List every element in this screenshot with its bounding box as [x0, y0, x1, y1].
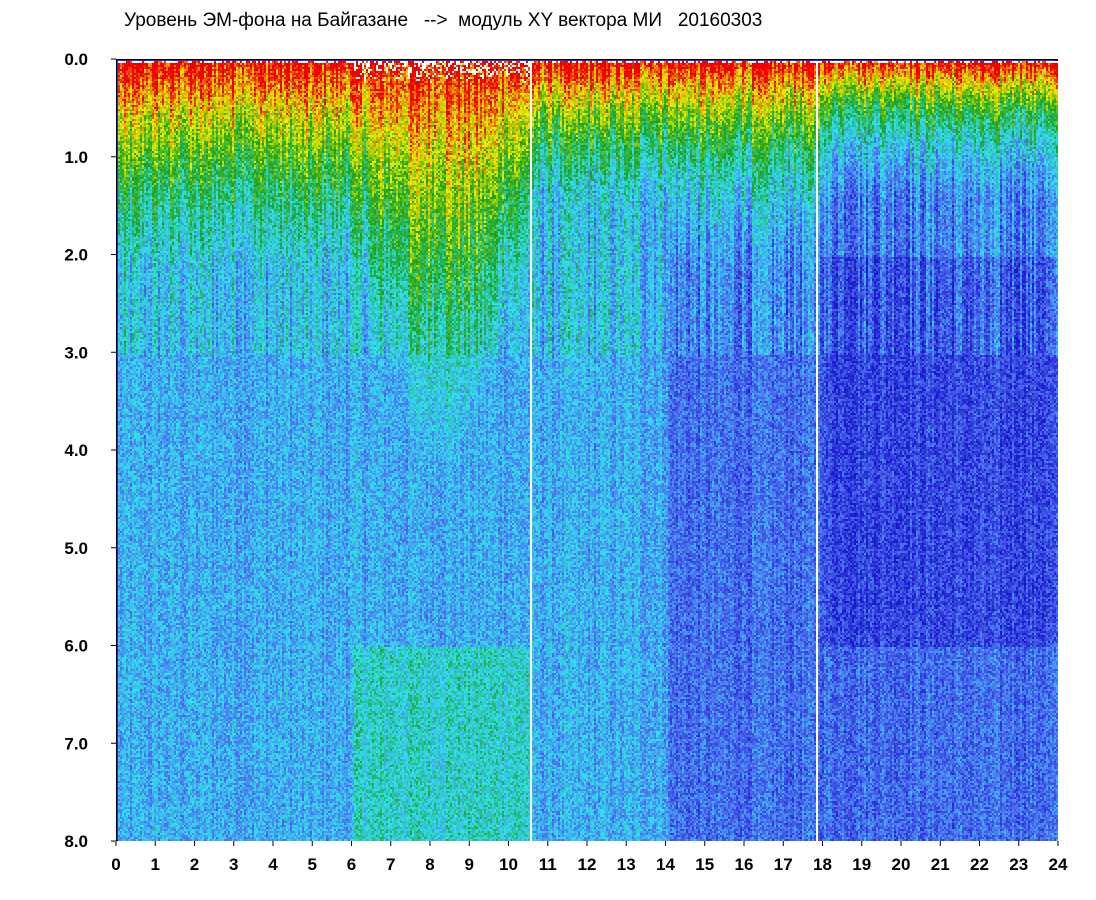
x-tick-label: 22 [970, 855, 989, 874]
x-tick-label: 2 [190, 855, 199, 874]
x-tick-label: 13 [617, 855, 636, 874]
y-tick-label: 0.0 [64, 50, 88, 69]
x-tick-label: 15 [695, 855, 714, 874]
x-tick-label: 5 [308, 855, 317, 874]
x-tick-label: 14 [656, 855, 675, 874]
x-tick-label: 16 [735, 855, 754, 874]
x-tick-label: 8 [425, 855, 434, 874]
x-tick-label: 21 [931, 855, 950, 874]
chart-title: Уровень ЭМ-фона на Байгазане --> модуль … [124, 10, 763, 31]
y-tick-label: 4.0 [64, 441, 88, 460]
x-tick-label: 24 [1049, 855, 1068, 874]
plot-area [116, 59, 1058, 841]
y-tick-label: 8.0 [64, 832, 88, 851]
x-tick-label: 23 [1009, 855, 1028, 874]
y-tick-label: 3.0 [64, 343, 88, 362]
y-tick-label: 1.0 [64, 148, 88, 167]
y-axis: 0.0 1.0 2.0 3.0 4.0 5.0 6.0 7.0 8.0 [64, 50, 116, 851]
x-tick-label: 6 [347, 855, 356, 874]
y-tick-label: 2.0 [64, 246, 88, 265]
x-tick-label: 0 [111, 855, 120, 874]
x-tick-label: 4 [268, 855, 278, 874]
x-tick-label: 9 [465, 855, 474, 874]
y-tick-label: 7.0 [64, 734, 88, 753]
y-tick-label: 5.0 [64, 539, 88, 558]
x-tick-label: 18 [813, 855, 832, 874]
x-tick-label: 10 [499, 855, 518, 874]
x-tick-label: 17 [774, 855, 793, 874]
x-tick-label: 19 [852, 855, 871, 874]
x-tick-label: 12 [578, 855, 597, 874]
heatmap-canvas [118, 61, 1058, 841]
x-tick-label: 7 [386, 855, 395, 874]
x-tick-label: 11 [539, 855, 557, 874]
x-tick-label: 3 [229, 855, 238, 874]
x-axis: 0 1 2 3 4 5 6 7 8 9 10 11 12 13 14 15 16 17 18 19 20 21 22 23 24 [111, 841, 1068, 874]
x-tick-label: 20 [892, 855, 911, 874]
x-tick-label: 1 [151, 855, 160, 874]
y-tick-label: 6.0 [64, 637, 88, 656]
